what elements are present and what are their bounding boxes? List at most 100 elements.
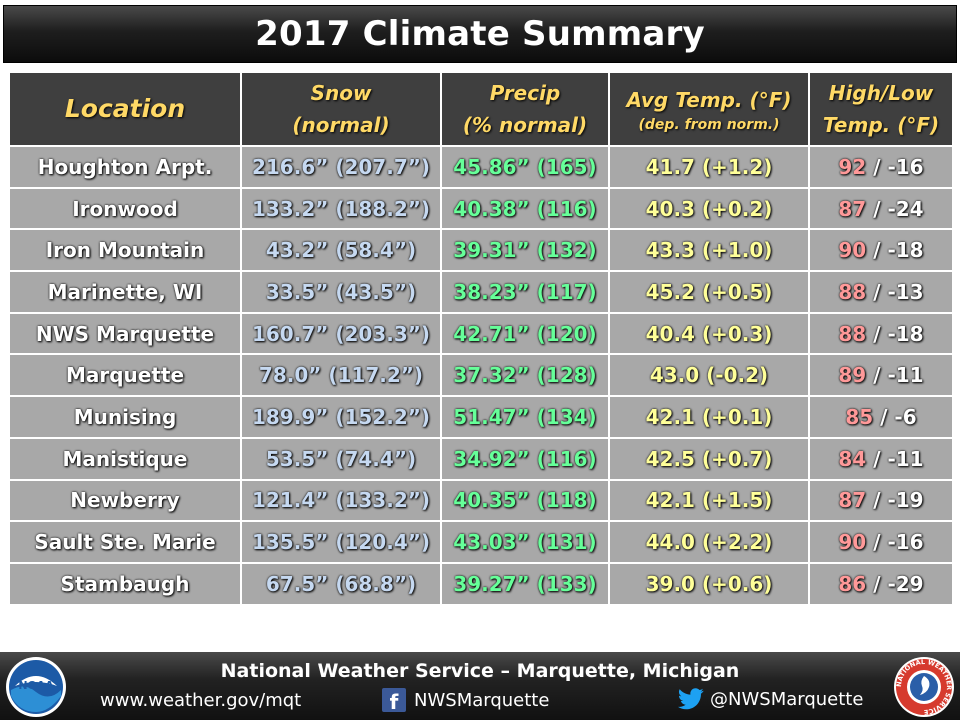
header-precip-line1: Precip xyxy=(489,81,561,105)
twitter-icon xyxy=(678,688,704,710)
cell-location: Marquette xyxy=(8,353,242,398)
cell-avg-temp: 43.3 (+1.0) xyxy=(608,228,810,273)
high-temp: 88 xyxy=(838,321,867,346)
cell-precip: 40.35” (118) xyxy=(440,478,610,523)
cell-precip: 42.71” (120) xyxy=(440,311,610,356)
high-temp: 87 xyxy=(838,196,867,221)
table-row: Sault Ste. Marie 135.5” (120.4”) 43.03” (1… xyxy=(8,520,954,564)
footer-twitter[interactable]: @NWSMarquette xyxy=(678,688,863,710)
low-temp: / -18 xyxy=(866,238,924,263)
cell-precip: 39.31” (132) xyxy=(440,228,610,273)
cell-location: Manistique xyxy=(8,436,242,481)
header-high-low: High/Low Temp. (°F) xyxy=(808,71,954,147)
page-title: 2017 Climate Summary xyxy=(255,14,705,54)
cell-precip: 34.92” (116) xyxy=(440,436,610,481)
cell-avg-temp: 42.1 (+1.5) xyxy=(608,478,810,523)
footer-website[interactable]: www.weather.gov/mqt xyxy=(100,690,302,711)
low-temp: / -16 xyxy=(866,154,924,179)
header-snow: Snow (normal) xyxy=(240,71,442,147)
cell-high-low: 89 / -11 xyxy=(808,353,954,398)
high-temp: 92 xyxy=(838,154,867,179)
table-row: Iron Mountain 43.2” (58.4”) 39.31” (132) 43… xyxy=(8,228,954,273)
low-temp: / -29 xyxy=(866,571,924,596)
cell-location: Marinette, WI xyxy=(8,270,242,314)
cell-avg-temp: 45.2 (+0.5) xyxy=(608,270,810,314)
footer: National Weather Service – Marquette, Mi… xyxy=(0,652,960,720)
cell-precip: 37.32” (128) xyxy=(440,353,610,398)
cell-high-low: 87 / -24 xyxy=(808,186,954,231)
high-temp: 88 xyxy=(838,279,867,304)
table-row: Marinette, WI 33.5” (43.5”) 38.23” (117) 45… xyxy=(8,270,954,314)
cell-precip: 40.38” (116) xyxy=(440,186,610,231)
cell-snow: 33.5” (43.5”) xyxy=(240,270,442,314)
table-row: Manistique 53.5” (74.4”) 34.92” (116) 42.5 … xyxy=(8,436,954,481)
climate-table: Location Snow (normal) Precip (% normal)… xyxy=(8,71,954,606)
low-temp: / -11 xyxy=(866,363,924,388)
cell-location: Houghton Arpt. xyxy=(8,145,242,189)
header-temp-line2: (dep. from norm.) xyxy=(638,117,780,133)
header-temp-line1: Avg Temp. (°F) xyxy=(626,88,792,112)
header-location: Location xyxy=(8,71,242,147)
table-row: NWS Marquette 160.7” (203.3”) 42.71” (120)… xyxy=(8,311,954,356)
table-row: Munising 189.9” (152.2”) 51.47” (134) 42.1 … xyxy=(8,395,954,439)
high-temp: 85 xyxy=(845,404,874,429)
cell-snow: 78.0” (117.2”) xyxy=(240,353,442,398)
cell-avg-temp: 42.1 (+0.1) xyxy=(608,395,810,439)
header-snow-line2: (normal) xyxy=(292,113,390,137)
facebook-handle: NWSMarquette xyxy=(414,689,550,711)
cell-avg-temp: 41.7 (+1.2) xyxy=(608,145,810,189)
cell-high-low: 90 / -16 xyxy=(808,520,954,564)
high-temp: 84 xyxy=(838,446,867,471)
low-temp: / -6 xyxy=(873,404,917,429)
cell-high-low: 87 / -19 xyxy=(808,478,954,523)
cell-location: Munising xyxy=(8,395,242,439)
header-hl-line1: High/Low xyxy=(828,81,934,105)
cell-precip: 43.03” (131) xyxy=(440,520,610,564)
high-temp: 87 xyxy=(838,488,867,513)
cell-snow: 67.5” (68.8”) xyxy=(240,561,442,606)
header-avg-temp: Avg Temp. (°F) (dep. from norm.) xyxy=(608,71,810,147)
cell-avg-temp: 44.0 (+2.2) xyxy=(608,520,810,564)
low-temp: / -13 xyxy=(866,279,924,304)
cell-avg-temp: 40.3 (+0.2) xyxy=(608,186,810,231)
footer-facebook[interactable]: f NWSMarquette xyxy=(382,688,549,712)
high-temp: 89 xyxy=(838,363,867,388)
table-header-row: Location Snow (normal) Precip (% normal)… xyxy=(8,71,954,147)
cell-snow: 160.7” (203.3”) xyxy=(240,311,442,356)
high-temp: 86 xyxy=(838,571,867,596)
header-hl-line2: Temp. (°F) xyxy=(822,113,940,137)
cell-snow: 43.2” (58.4”) xyxy=(240,228,442,273)
twitter-handle: @NWSMarquette xyxy=(710,688,864,710)
cell-high-low: 84 / -11 xyxy=(808,436,954,481)
cell-location: Ironwood xyxy=(8,186,242,231)
low-temp: / -18 xyxy=(866,321,924,346)
cell-snow: 133.2” (188.2”) xyxy=(240,186,442,231)
cell-avg-temp: 39.0 (+0.6) xyxy=(608,561,810,606)
cell-location: Sault Ste. Marie xyxy=(8,520,242,564)
noaa-logo: NOAA xyxy=(6,657,66,717)
cell-precip: 51.47” (134) xyxy=(440,395,610,439)
table-row: Marquette 78.0” (117.2”) 37.32” (128) 43.0 … xyxy=(8,353,954,398)
facebook-icon: f xyxy=(382,688,406,712)
cell-precip: 38.23” (117) xyxy=(440,270,610,314)
cell-snow: 216.6” (207.7”) xyxy=(240,145,442,189)
cell-precip: 45.86” (165) xyxy=(440,145,610,189)
cell-location: NWS Marquette xyxy=(8,311,242,356)
cell-high-low: 85 / -6 xyxy=(808,395,954,439)
cell-precip: 39.27” (133) xyxy=(440,561,610,606)
title-bar: 2017 Climate Summary xyxy=(3,5,957,63)
low-temp: / -11 xyxy=(866,446,924,471)
cell-high-low: 86 / -29 xyxy=(808,561,954,606)
header-precip-line2: (% normal) xyxy=(462,113,588,137)
low-temp: / -19 xyxy=(866,488,924,513)
cell-location: Newberry xyxy=(8,478,242,523)
header-snow-line1: Snow xyxy=(310,81,372,105)
low-temp: / -24 xyxy=(866,196,924,221)
high-temp: 90 xyxy=(838,238,867,263)
table-row: Stambaugh 67.5” (68.8”) 39.27” (133) 39.0 (… xyxy=(8,561,954,606)
cell-high-low: 88 / -18 xyxy=(808,311,954,356)
cell-snow: 189.9” (152.2”) xyxy=(240,395,442,439)
cell-avg-temp: 43.0 (-0.2) xyxy=(608,353,810,398)
table-row: Houghton Arpt. 216.6” (207.7”) 45.86” (165… xyxy=(8,145,954,189)
cell-location: Stambaugh xyxy=(8,561,242,606)
